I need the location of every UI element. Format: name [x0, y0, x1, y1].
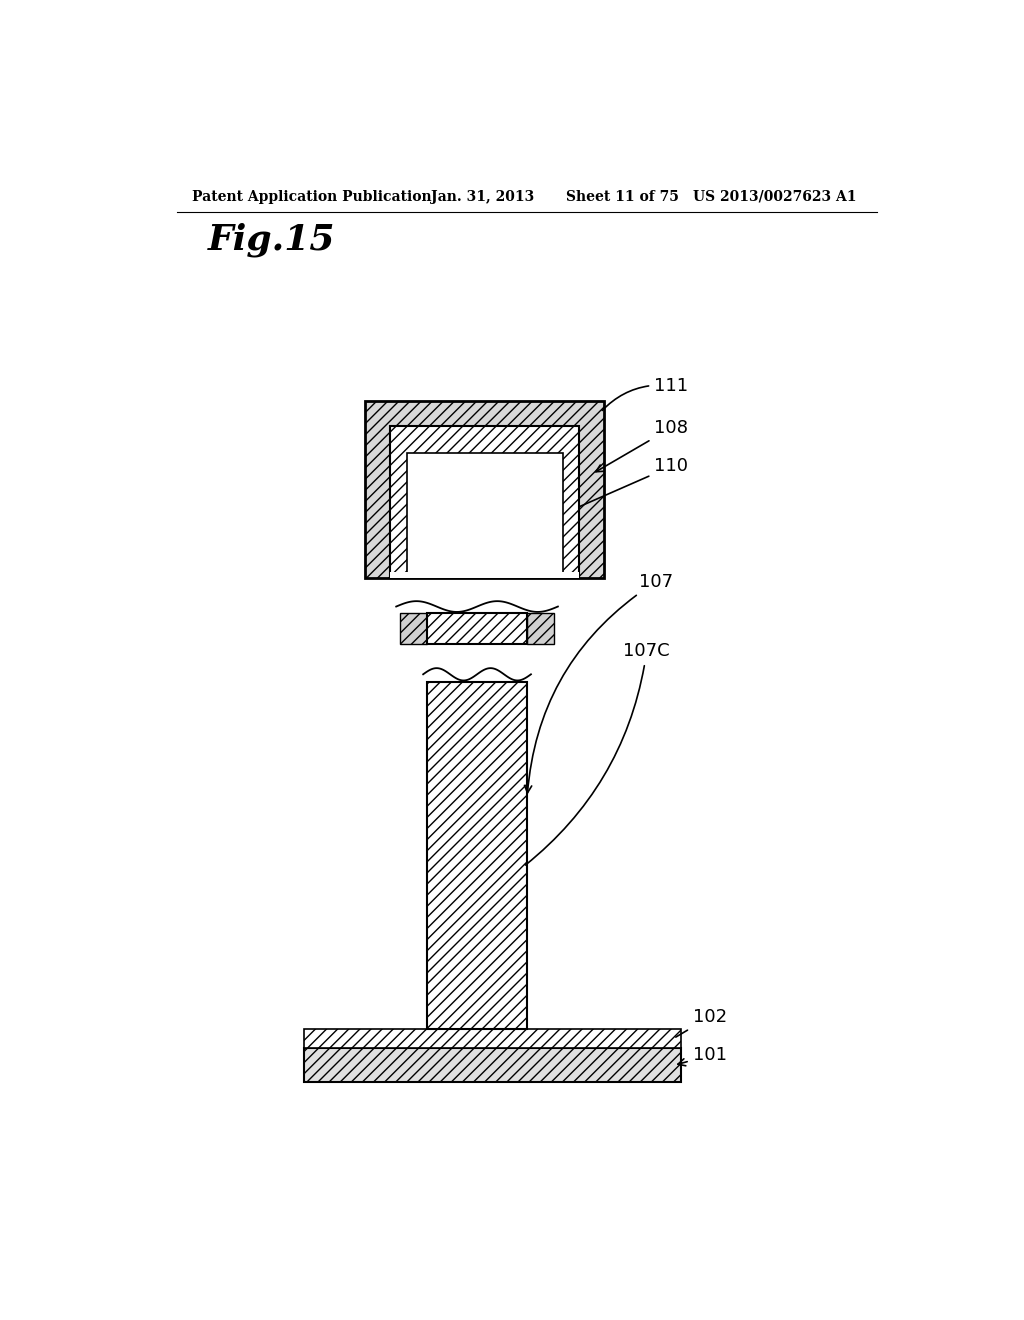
Bar: [390, 572, 580, 578]
Text: Jan. 31, 2013: Jan. 31, 2013: [431, 190, 535, 203]
Text: 108: 108: [596, 418, 688, 471]
Text: 102: 102: [676, 1008, 727, 1038]
Bar: [527, 612, 554, 644]
Text: 101: 101: [678, 1047, 727, 1065]
Text: 110: 110: [568, 458, 688, 512]
Text: Patent Application Publication: Patent Application Publication: [193, 190, 432, 203]
Text: US 2013/0027623 A1: US 2013/0027623 A1: [692, 190, 856, 203]
Text: 107: 107: [524, 573, 673, 793]
Bar: [407, 453, 562, 574]
Bar: [400, 612, 427, 644]
Text: Fig.15: Fig.15: [208, 222, 335, 256]
Text: 107C: 107C: [525, 643, 670, 865]
Text: Sheet 11 of 75: Sheet 11 of 75: [565, 190, 679, 203]
Bar: [427, 682, 527, 1028]
Bar: [390, 425, 580, 578]
Bar: [304, 1028, 681, 1048]
Text: 111: 111: [602, 376, 688, 411]
Bar: [304, 1048, 681, 1082]
Bar: [366, 401, 604, 578]
Bar: [427, 612, 527, 644]
